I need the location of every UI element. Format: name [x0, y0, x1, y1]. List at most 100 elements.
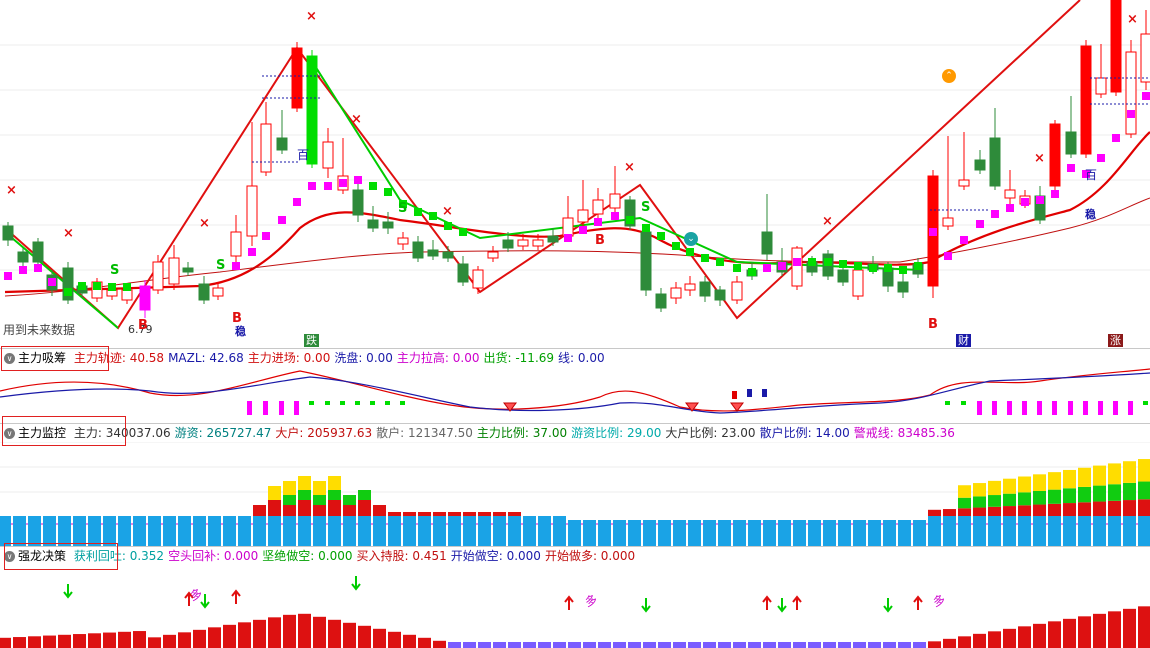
signal-bar: [163, 634, 176, 648]
arrow-up-icon: [564, 595, 574, 603]
signal-bar: [643, 642, 656, 648]
stack-bar-red: [253, 505, 266, 516]
stack-bar-red: [268, 500, 281, 516]
collapse-icon[interactable]: ∨: [4, 551, 15, 562]
signal-bar: [298, 613, 311, 648]
stack-bar-green: [1048, 489, 1061, 504]
signal-bar: [313, 616, 326, 648]
stack-bar-blue: [1108, 516, 1121, 546]
signal-bar: [943, 638, 956, 648]
volume-bar: [247, 401, 252, 415]
signal-bar: [583, 642, 596, 648]
marker-square: [369, 182, 377, 190]
indicator2-pane[interactable]: [0, 442, 1150, 546]
indicator3-pane[interactable]: 多 多 多: [0, 566, 1150, 648]
main-chart-pane[interactable]: 用到未来数据 6.79 跌 财 涨 稳 稳 百 百 B B B B S S S …: [0, 0, 1150, 348]
candle-body: [291, 47, 303, 109]
stack-bar-yellow: [313, 481, 326, 495]
stack-bar-green: [328, 490, 341, 500]
stack-bar-blue: [193, 516, 206, 546]
stack-bar-blue: [0, 516, 11, 546]
indicator1-pane[interactable]: [0, 367, 1150, 422]
stack-bar-blue: [913, 520, 926, 546]
collapse-icon[interactable]: ∨: [4, 353, 15, 364]
candlestick-chart: [0, 0, 1150, 330]
stack-bar-blue: [538, 516, 551, 546]
volume-bar: [1022, 401, 1027, 415]
stack-bar-blue: [688, 520, 701, 546]
ind3-legend-item-1: 空头回补: 0.000: [168, 549, 259, 563]
signal-bar: [418, 637, 431, 648]
stack-bar-yellow: [1093, 465, 1106, 486]
candle-body: [532, 239, 544, 247]
sell-signal-4: S: [641, 200, 651, 215]
signal-bar: [58, 634, 71, 648]
stack-bar-red: [448, 512, 461, 516]
marker-square: [414, 208, 422, 216]
ind3-legend-item-4: 开始做空: 0.000: [450, 549, 541, 563]
candle-body: [457, 263, 469, 283]
signal-bar: [13, 637, 26, 648]
stack-bar-blue: [868, 520, 881, 546]
candle-body: [547, 235, 559, 243]
stack-bar-red: [403, 512, 416, 516]
candle-body: [198, 283, 210, 301]
indicator2-header[interactable]: ∨ 主力监控 主力: 340037.06 游资: 265727.47 大户: 2059…: [0, 424, 1150, 442]
indicator3-header[interactable]: ∨ 强龙决策 获利回吐: 0.352 空头回补: 0.000 坚绝做空: 0.000 买…: [0, 547, 1150, 565]
stack-bar-red: [478, 512, 491, 516]
stack-bar-green: [1033, 490, 1046, 505]
signal-bar: [988, 631, 1001, 648]
cross-mark-3: ×: [199, 216, 210, 231]
candle-body: [852, 269, 864, 297]
candle-body: [352, 189, 364, 216]
volume-bar: [370, 401, 375, 405]
signal-bar: [1033, 623, 1046, 648]
stack-bar-blue: [403, 516, 416, 546]
divider-3: [0, 546, 1150, 547]
stack-bar-red: [388, 512, 401, 516]
chevron-down-icon: ⌄: [684, 232, 698, 246]
signal-bar: [703, 642, 716, 648]
stack-bar-blue: [958, 516, 971, 546]
marker-square: [1067, 164, 1075, 172]
marker-square: [64, 288, 72, 296]
marker-square: [354, 176, 362, 184]
collapse-icon[interactable]: ∨: [4, 428, 15, 439]
marker-square: [686, 248, 694, 256]
signal-bar: [373, 628, 386, 648]
marker-square: [839, 260, 847, 268]
indicator1-title: 主力吸筹: [18, 351, 67, 365]
candle-body: [182, 267, 194, 273]
candle-body: [562, 217, 574, 237]
volume-bar: [385, 401, 390, 405]
candle-body: [1080, 45, 1092, 155]
volume-bar: [355, 401, 360, 405]
marker-square: [1021, 198, 1029, 206]
stack-bar-yellow: [298, 476, 311, 490]
marker-square: [884, 264, 892, 272]
ind2-legend-item-6: 大户比例: 23.00: [665, 426, 756, 440]
signal-bar: [658, 642, 671, 648]
stack-bar-red: [493, 512, 506, 516]
marker-square: [78, 282, 86, 290]
stack-bar-blue: [793, 520, 806, 546]
stack-bar-blue: [223, 516, 236, 546]
arrow-up-icon: [231, 589, 241, 597]
stack-bar-blue: [478, 516, 491, 546]
cross-mark-9: ×: [1034, 151, 1045, 166]
stack-bar-blue: [1033, 516, 1046, 546]
candle-body: [17, 251, 29, 263]
stack-bar-blue: [313, 516, 326, 546]
stack-bar-blue: [1078, 516, 1091, 546]
stack-bar-blue: [808, 520, 821, 546]
stack-bar-red: [1093, 501, 1106, 516]
signal-bar: [523, 642, 536, 648]
stack-bar-red: [508, 512, 521, 516]
arrow-up-icon: [913, 595, 923, 603]
stack-bar-red: [313, 505, 326, 516]
marker-square: [248, 248, 256, 256]
indicator1-header[interactable]: ∨ 主力吸筹 主力轨迹: 40.58 MAZL: 42.68 主力进场: 0.00 洗盘…: [0, 349, 1150, 367]
signal-bar: [538, 642, 551, 648]
marker-square: [763, 264, 771, 272]
stack-bar-red: [1138, 499, 1150, 516]
